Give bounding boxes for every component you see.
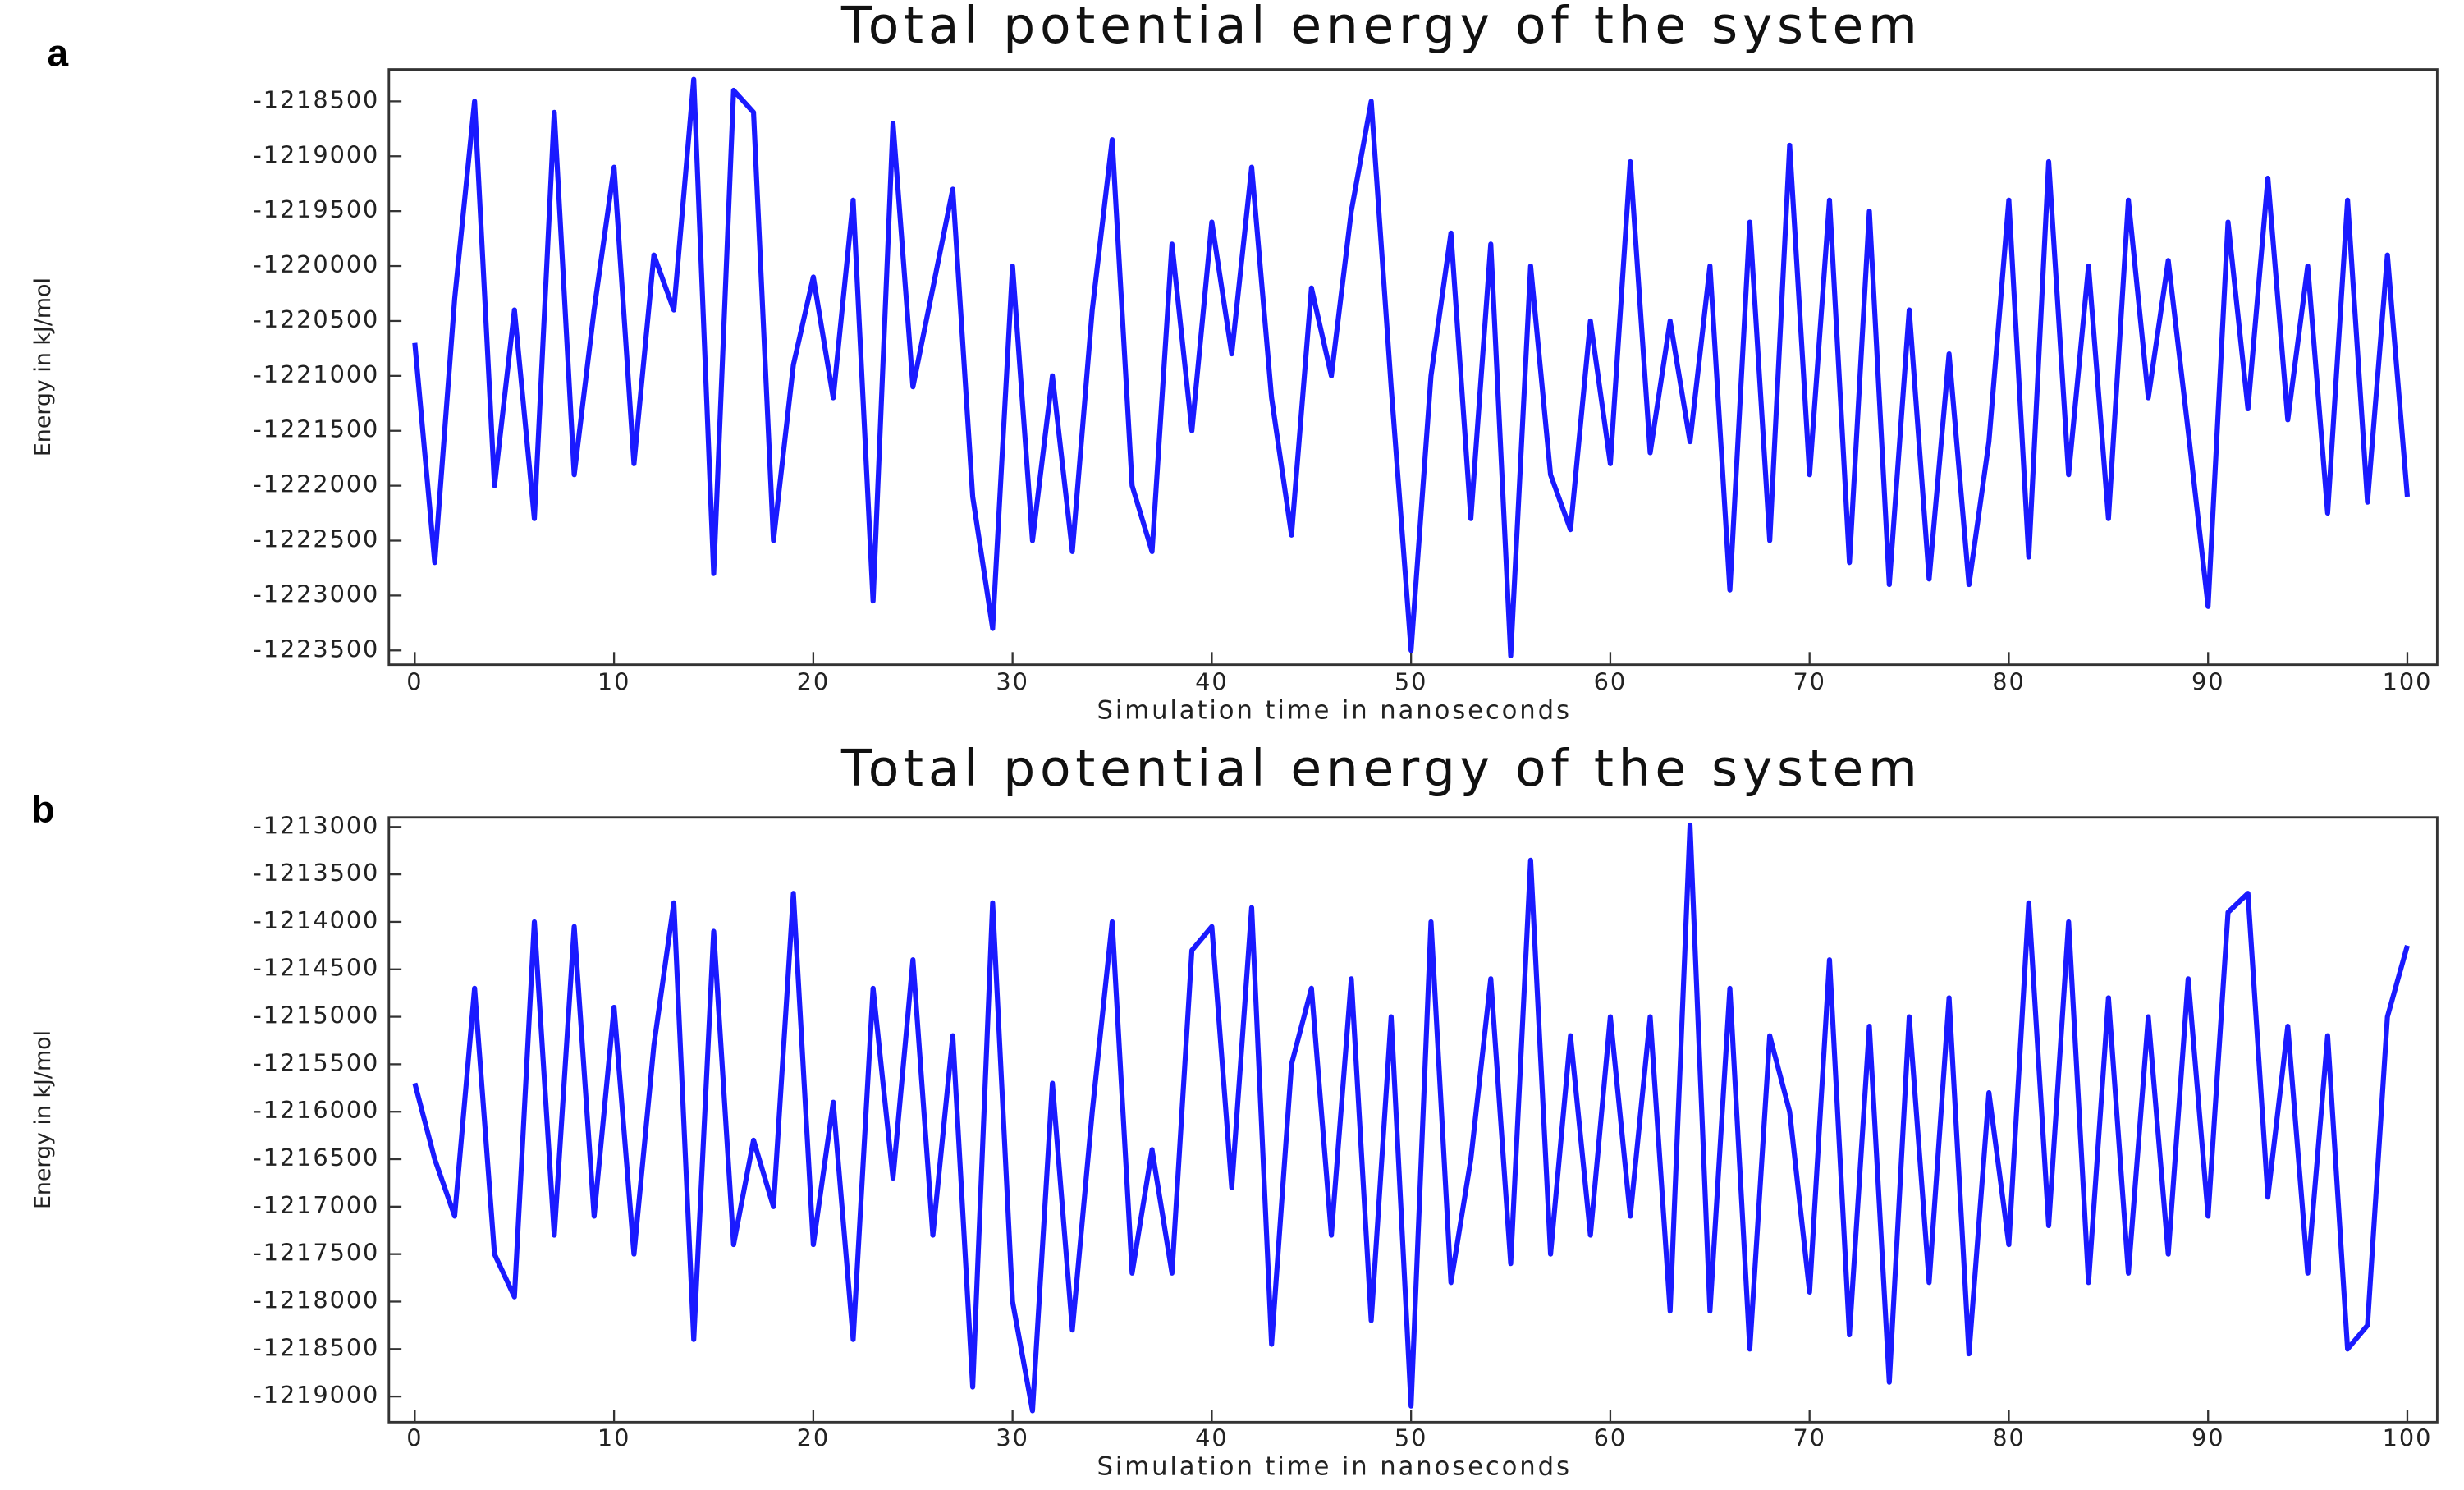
- x-tick-label: 20: [797, 1424, 830, 1451]
- y-tick-label: -1218500: [253, 85, 379, 113]
- x-tick-label: 10: [598, 668, 630, 696]
- x-tick-label: 70: [1793, 668, 1825, 696]
- data-line: [412, 822, 2410, 1414]
- y-tick-label: -1214000: [253, 906, 379, 934]
- y-tick-label: -1215500: [253, 1048, 379, 1076]
- y-tick-label: -1217000: [253, 1191, 379, 1219]
- y-tick-label: -1222000: [253, 470, 379, 498]
- y-tick-label: -1221000: [253, 360, 379, 388]
- y-tick-label: -1221500: [253, 415, 379, 443]
- y-tick-label: -1223000: [253, 580, 379, 607]
- x-tick-label: 30: [996, 1424, 1028, 1451]
- x-tick-label: 40: [1195, 668, 1228, 696]
- y-tick-label: -1216500: [253, 1144, 379, 1171]
- y-tick-label: -1215000: [253, 1002, 379, 1029]
- x-tick-label: 10: [598, 1424, 630, 1451]
- y-axis-label: Energy in kJ/mol: [30, 1030, 56, 1209]
- y-tick-label: -1216000: [253, 1096, 379, 1124]
- x-tick-label: 60: [1594, 1424, 1627, 1451]
- chart-title: Total potential energy of the system: [840, 0, 1922, 55]
- y-tick-label: -1214500: [253, 954, 379, 982]
- x-tick-label: 50: [1395, 668, 1427, 696]
- data-line: [412, 76, 2411, 659]
- panel-label: a: [48, 32, 69, 75]
- y-tick-label: -1219000: [253, 1381, 379, 1409]
- y-tick-label: -1218000: [253, 1286, 379, 1313]
- plot-frame: [387, 68, 2439, 667]
- y-tick-label: -1213000: [253, 811, 379, 839]
- x-tick-label: 90: [2191, 668, 2224, 696]
- y-tick-label: -1220000: [253, 250, 379, 278]
- x-tick-label: 80: [1992, 668, 2025, 696]
- y-tick-label: -1223500: [253, 635, 379, 662]
- y-tick-label: -1219000: [253, 140, 379, 168]
- x-tick-label: 0: [406, 668, 423, 696]
- chart-title: Total potential energy of the system: [840, 740, 1922, 798]
- y-tick-label: -1213500: [253, 859, 379, 887]
- y-tick-label: -1217500: [253, 1239, 379, 1267]
- plot-frame: [387, 816, 2439, 1424]
- x-tick-label: 50: [1395, 1424, 1427, 1451]
- panel-label: b: [31, 787, 54, 830]
- x-tick-label: 100: [2383, 1424, 2433, 1451]
- y-tick-label: -1222500: [253, 525, 379, 553]
- x-tick-label: 20: [797, 668, 830, 696]
- x-tick-label: 0: [406, 1424, 423, 1451]
- x-tick-label: 30: [996, 668, 1028, 696]
- y-tick-label: -1219500: [253, 195, 379, 223]
- x-tick-label: 80: [1992, 1424, 2025, 1451]
- x-tick-label: 60: [1594, 668, 1627, 696]
- x-tick-label: 70: [1793, 1424, 1825, 1451]
- x-tick-label: 40: [1195, 1424, 1228, 1451]
- x-axis-label: Simulation time in nanoseconds: [1097, 1452, 1572, 1481]
- y-tick-label: -1220500: [253, 305, 379, 333]
- x-axis-label: Simulation time in nanoseconds: [1097, 697, 1572, 726]
- x-tick-label: 100: [2383, 668, 2433, 696]
- x-tick-label: 90: [2191, 1424, 2224, 1451]
- y-axis-label: Energy in kJ/mol: [30, 277, 56, 456]
- y-tick-label: -1218500: [253, 1333, 379, 1361]
